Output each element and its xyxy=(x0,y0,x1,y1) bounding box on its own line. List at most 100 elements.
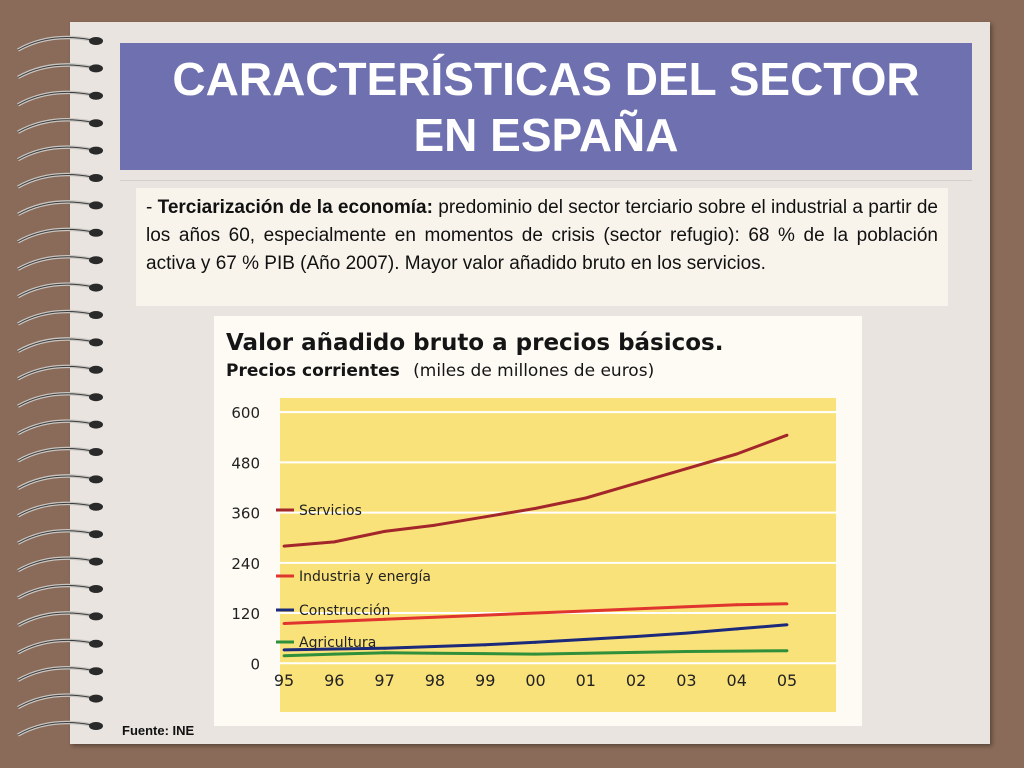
spiral-coil xyxy=(17,583,93,600)
binding-hole xyxy=(89,146,103,155)
data-point xyxy=(332,620,336,623)
spiral-coil-shadow xyxy=(17,64,93,78)
spiral-coil-shadow xyxy=(17,530,93,544)
data-point xyxy=(685,605,688,609)
spiral-coil xyxy=(17,638,93,655)
spiral-coil xyxy=(17,693,93,710)
y-tick-label: 120 xyxy=(231,605,260,623)
legend-label: Construcción xyxy=(299,603,390,619)
spiral-coil-shadow xyxy=(17,37,93,51)
spiral-coil-shadow xyxy=(17,338,93,352)
data-point xyxy=(483,515,487,519)
spiral-coil xyxy=(17,364,93,381)
spiral-coil xyxy=(17,90,93,107)
spiral-coil-shadow xyxy=(17,91,93,106)
spiral-coil-shadow xyxy=(17,502,93,517)
binding-hole xyxy=(89,64,103,73)
binding-hole xyxy=(89,311,103,319)
spiral-coil-shadow xyxy=(17,146,93,161)
bullet-text-box: - Terciarización de la economía: predomi… xyxy=(136,188,948,306)
binding-hole xyxy=(89,557,103,566)
binding-hole xyxy=(89,37,103,45)
spiral-coil xyxy=(17,611,93,627)
x-tick-label: 04 xyxy=(727,671,747,690)
binding-hole xyxy=(89,502,103,511)
x-tick-label: 01 xyxy=(576,671,596,690)
data-point xyxy=(735,649,739,653)
spiral-coil xyxy=(17,118,93,134)
binding-hole xyxy=(89,365,103,374)
spiral-binding xyxy=(17,35,103,737)
spiral-coil xyxy=(17,145,93,162)
spiral-coil-shadow xyxy=(17,639,93,654)
x-tick-label: 00 xyxy=(525,671,545,690)
x-tick-label: 03 xyxy=(676,671,696,690)
binding-hole xyxy=(89,201,103,210)
data-point xyxy=(332,652,336,656)
spiral-coil xyxy=(17,720,93,737)
y-tick-label: 600 xyxy=(231,404,260,422)
spiral-coil xyxy=(17,529,93,545)
binding-hole xyxy=(89,338,103,347)
data-point xyxy=(282,622,286,625)
data-point xyxy=(785,623,789,627)
chart-subtitle-units: (miles de millones de euros) xyxy=(413,361,654,381)
data-point xyxy=(534,652,537,656)
title-banner: CARACTERÍSTICAS DEL SECTOR EN ESPAÑA xyxy=(120,43,972,170)
data-point xyxy=(534,640,537,644)
spiral-coil-shadow xyxy=(17,557,93,572)
spiral-coil xyxy=(17,337,93,353)
chart-title: Valor añadido bruto a precios básicos. xyxy=(226,330,724,356)
spiral-coil xyxy=(17,227,93,244)
binding-hole xyxy=(89,530,103,539)
binding-hole xyxy=(89,228,103,237)
binding-hole xyxy=(89,283,103,292)
spiral-coil-shadow xyxy=(17,585,93,599)
bold-term: Terciarización de la economía: xyxy=(157,197,433,218)
binding-hole xyxy=(89,448,103,456)
data-point xyxy=(483,652,487,656)
chart-subtitle: Precios corrientes (miles de millones de… xyxy=(226,361,654,381)
chart-image: Valor añadido bruto a precios básicos. P… xyxy=(214,316,862,726)
x-tick-label: 96 xyxy=(324,671,344,690)
title-line-2: EN ESPAÑA xyxy=(413,108,679,161)
spiral-coil xyxy=(17,474,93,490)
y-tick-label: 0 xyxy=(250,655,260,673)
spiral-coil xyxy=(17,282,93,299)
spiral-coil-shadow xyxy=(17,256,93,270)
data-point xyxy=(282,544,286,548)
spiral-coil-shadow xyxy=(17,311,93,325)
binding-hole xyxy=(89,420,103,429)
data-point xyxy=(282,648,286,652)
legend-label: Agricultura xyxy=(299,635,376,651)
binding-hole xyxy=(89,174,103,182)
y-tick-label: 240 xyxy=(231,555,260,573)
data-point xyxy=(735,603,739,607)
binding-hole xyxy=(89,585,103,593)
spiral-coil xyxy=(17,419,93,436)
plot-layer: 0 120 240 360 480 600 95 96 97 98 99 00 01 02 03 04 05 Se… xyxy=(231,398,836,712)
data-point xyxy=(685,631,688,635)
data-point xyxy=(634,635,638,638)
data-point xyxy=(433,615,437,619)
spiral-coil xyxy=(17,501,93,518)
spiral-coil-shadow xyxy=(17,201,93,215)
data-point xyxy=(785,649,789,653)
data-point xyxy=(584,638,588,641)
legend-label: Industria y energía xyxy=(299,569,431,585)
spiral-coil-shadow xyxy=(17,722,93,736)
binding-hole xyxy=(89,119,103,128)
binding-hole xyxy=(89,393,103,402)
data-point xyxy=(332,540,336,544)
data-point xyxy=(433,523,437,527)
plot-area xyxy=(280,398,836,712)
body-text: predominio del sector terciario sobre el… xyxy=(146,197,938,274)
spiral-coil-shadow xyxy=(17,420,93,435)
source-note: Fuente: INE xyxy=(122,723,195,738)
data-point xyxy=(785,602,789,606)
data-point xyxy=(634,481,638,485)
data-point xyxy=(584,609,588,613)
binding-hole xyxy=(89,667,103,676)
divider xyxy=(120,180,972,181)
spiral-coil-shadow xyxy=(17,612,93,626)
